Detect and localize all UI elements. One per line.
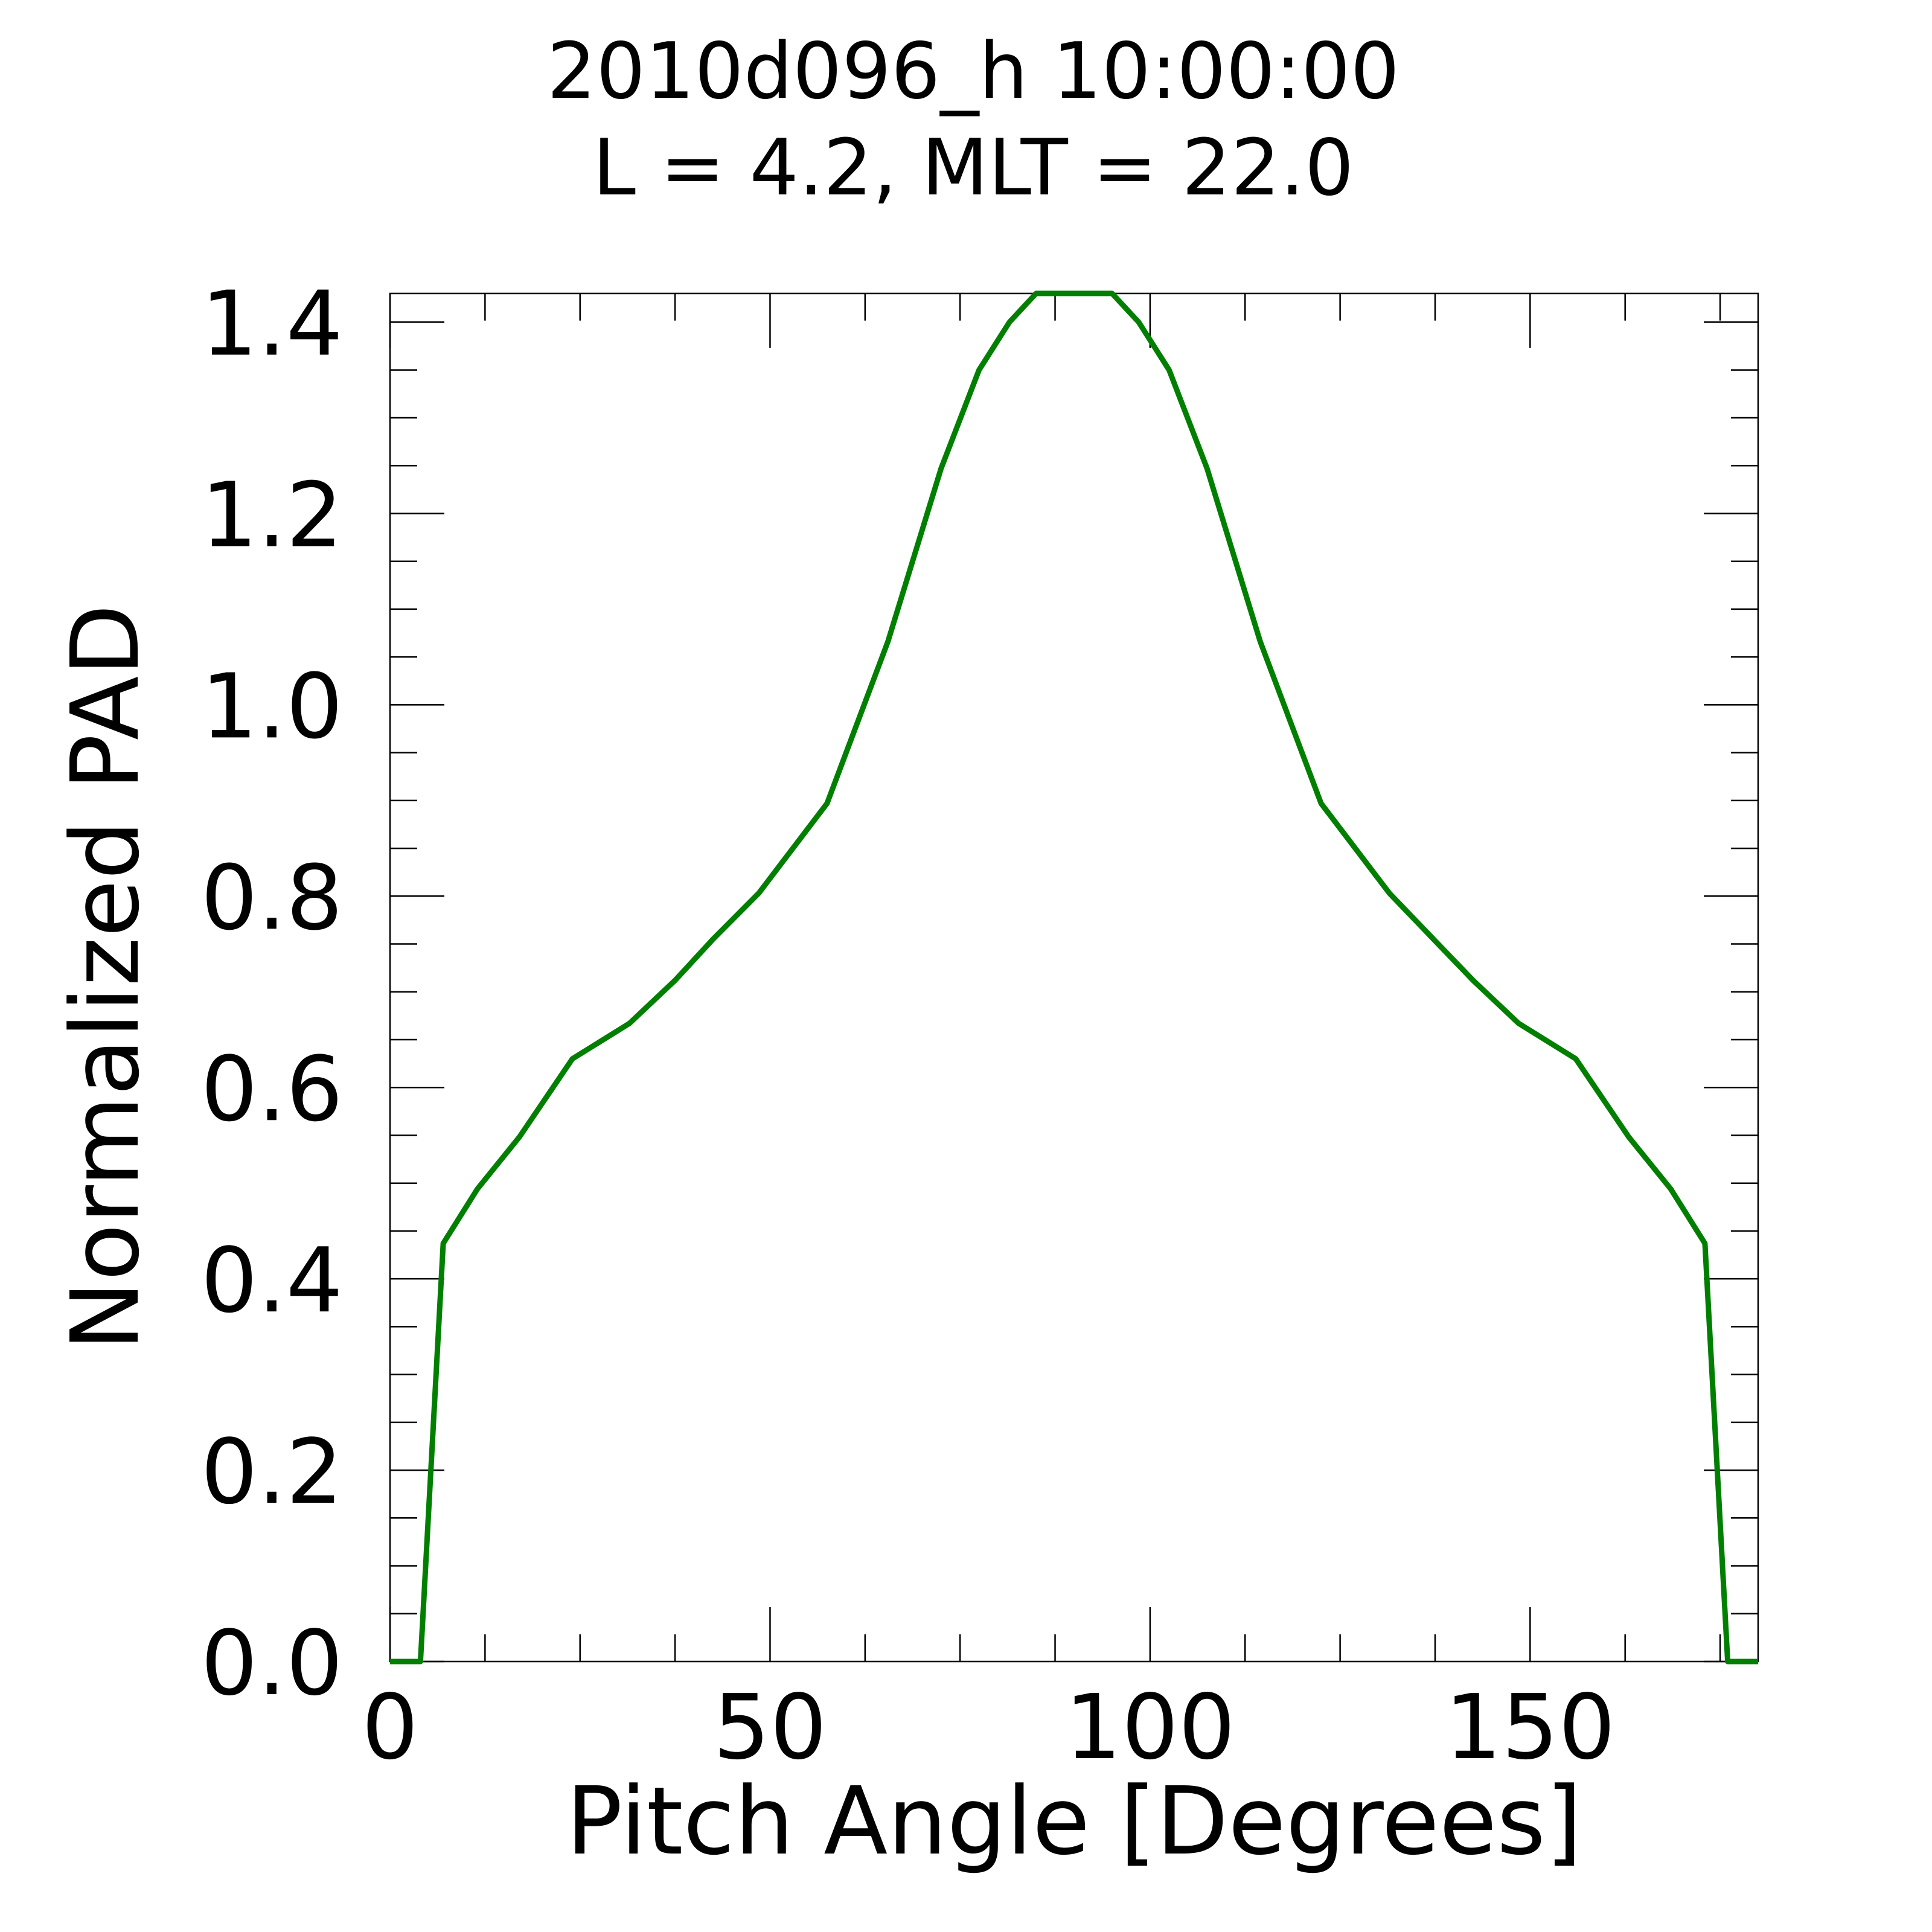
chart-title: 2010d096_h 10:00:00 (547, 27, 1399, 117)
x-axis-label: Pitch Angle [Degrees] (566, 1767, 1582, 1876)
y-tick-label: 0.4 (201, 1229, 343, 1332)
x-tick-labels: 0 50 100 150 (362, 1675, 1616, 1779)
x-tick-label: 150 (1445, 1675, 1616, 1779)
y-tick-labels: 0.0 0.2 0.4 0.6 0.8 1.0 1.2 1.4 (201, 272, 343, 1715)
x-tick-label: 50 (713, 1675, 827, 1779)
series-group (390, 290, 1758, 1665)
axis-ticks (389, 293, 1758, 1663)
x-tick-label: 100 (1065, 1675, 1236, 1779)
y-tick-label: 0.8 (201, 846, 343, 950)
plot-frame (389, 292, 1759, 1663)
y-tick-label: 0.0 (201, 1611, 343, 1715)
y-axis-label: Normalized PAD (51, 604, 160, 1351)
x-tick-label: 0 (362, 1675, 418, 1779)
y-tick-label: 1.0 (201, 654, 343, 758)
pad-series-line (390, 290, 1758, 1665)
y-tick-label: 1.2 (201, 463, 343, 567)
y-tick-label: 0.2 (201, 1420, 343, 1524)
y-tick-label: 0.6 (201, 1037, 343, 1141)
chart-subtitle: L = 4.2, MLT = 22.0 (593, 123, 1354, 213)
y-tick-label: 1.4 (201, 272, 343, 376)
